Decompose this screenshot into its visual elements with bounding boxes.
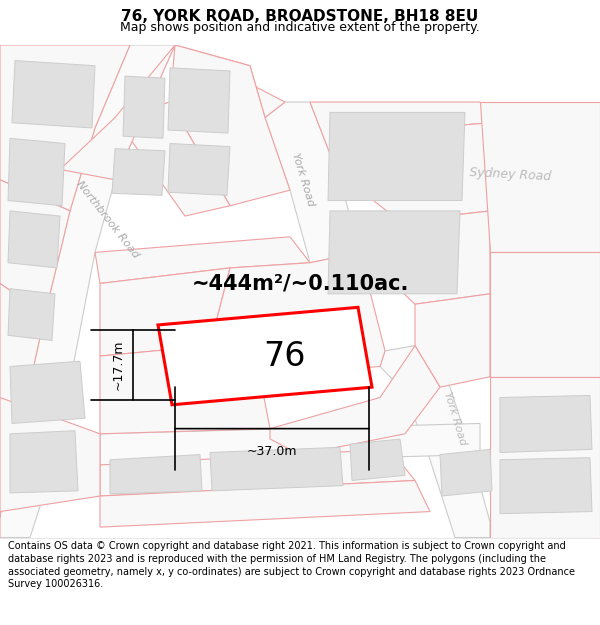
Polygon shape [110,454,202,494]
Polygon shape [328,112,465,201]
Polygon shape [500,396,592,452]
Text: ~444m²/~0.110ac.: ~444m²/~0.110ac. [191,274,409,294]
Polygon shape [100,424,480,465]
Polygon shape [12,61,95,128]
Text: Northbrook Road: Northbrook Road [75,179,141,259]
Polygon shape [10,361,85,424]
Polygon shape [95,237,310,284]
Polygon shape [490,253,600,377]
Text: Map shows position and indicative extent of the property.: Map shows position and indicative extent… [120,21,480,34]
Polygon shape [500,458,592,514]
Text: ~17.7m: ~17.7m [112,339,125,390]
Polygon shape [0,398,20,538]
Polygon shape [0,180,70,314]
Polygon shape [0,398,100,512]
Polygon shape [8,289,55,341]
Text: York Road: York Road [290,152,316,208]
Polygon shape [170,45,290,206]
Text: York Road: York Road [442,391,468,446]
Text: Sydney Road: Sydney Road [469,166,551,183]
Polygon shape [0,45,130,211]
Polygon shape [100,268,230,356]
Polygon shape [328,211,460,294]
Polygon shape [100,481,430,527]
Polygon shape [8,138,65,206]
Polygon shape [0,45,175,538]
Polygon shape [350,439,405,481]
Text: 76: 76 [264,339,306,372]
Polygon shape [123,76,165,138]
Polygon shape [10,431,78,493]
Polygon shape [8,211,60,268]
Polygon shape [380,346,490,538]
Polygon shape [310,102,490,180]
Polygon shape [210,253,385,377]
Polygon shape [175,45,285,118]
Polygon shape [100,346,270,434]
Polygon shape [360,122,490,221]
Polygon shape [100,449,415,496]
Polygon shape [158,308,372,405]
Polygon shape [270,346,440,454]
Polygon shape [415,294,490,387]
Text: 76, YORK ROAD, BROADSTONE, BH18 8EU: 76, YORK ROAD, BROADSTONE, BH18 8EU [121,9,479,24]
Polygon shape [480,102,600,252]
Text: ~37.0m: ~37.0m [247,445,297,458]
Polygon shape [115,102,230,216]
Polygon shape [168,144,230,196]
Polygon shape [490,377,600,538]
Polygon shape [360,211,490,304]
Polygon shape [210,448,343,491]
Text: Contains OS data © Crown copyright and database right 2021. This information is : Contains OS data © Crown copyright and d… [8,541,575,589]
Polygon shape [265,102,360,262]
Polygon shape [168,68,230,133]
Polygon shape [60,45,175,180]
Polygon shape [0,284,45,429]
Polygon shape [112,149,165,196]
Polygon shape [440,449,492,496]
